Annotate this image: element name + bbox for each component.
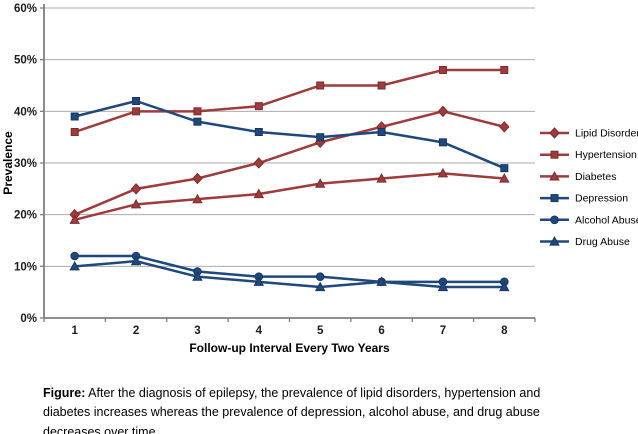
square-marker bbox=[132, 107, 141, 116]
diamond-marker bbox=[192, 172, 203, 185]
x-tick-label: 6 bbox=[378, 325, 384, 337]
series-alcohol-abuse bbox=[70, 251, 509, 287]
triangle-marker bbox=[549, 236, 560, 246]
legend-label: Drug Abuse bbox=[575, 236, 630, 248]
diamond-marker bbox=[499, 121, 510, 133]
chart-canvas: 0% 10% 20% 30% 40% 50% 60% 1 2 3 4 5 6 7 8 Follow-up In… bbox=[1, 3, 638, 355]
triangle-marker bbox=[192, 271, 203, 281]
diamond-marker bbox=[130, 183, 142, 195]
series-line-depression bbox=[74, 99, 505, 170]
square-marker bbox=[500, 66, 509, 74]
series-lipid-disorders bbox=[69, 105, 510, 221]
y-axis-title: Prevalence bbox=[1, 131, 15, 195]
legend-item-lipid-disorders: Lipid Disorders bbox=[540, 127, 638, 140]
legend-label: Lipid Disorders bbox=[575, 128, 638, 140]
triangle-marker bbox=[314, 281, 326, 292]
x-tick-label: 7 bbox=[440, 325, 446, 337]
y-tick-label: 30% bbox=[14, 158, 37, 170]
x-tick-label: 8 bbox=[501, 325, 508, 337]
legend-item-drug-abuse: Drug Abuse bbox=[540, 236, 630, 248]
x-axis-title: Follow-up Interval Every Two Years bbox=[189, 341, 390, 355]
gridlines bbox=[44, 7, 535, 267]
y-tick-label: 20% bbox=[14, 210, 37, 222]
triangle-marker bbox=[69, 260, 80, 271]
triangle-marker bbox=[549, 170, 560, 181]
legend-label: Hypertension bbox=[575, 149, 637, 161]
triangle-marker bbox=[69, 214, 80, 224]
square-marker bbox=[438, 138, 447, 147]
square-marker bbox=[316, 81, 325, 90]
x-tick-label: 5 bbox=[317, 325, 324, 337]
circle-marker bbox=[315, 272, 325, 281]
triangle-marker bbox=[253, 188, 265, 199]
legend-label: Depression bbox=[575, 193, 628, 205]
triangle-marker bbox=[130, 198, 142, 209]
x-tick-label: 3 bbox=[194, 325, 200, 337]
triangle-marker bbox=[437, 281, 449, 292]
circle-marker bbox=[550, 215, 559, 225]
x-tick-label: 4 bbox=[256, 325, 263, 337]
triangle-marker bbox=[499, 281, 510, 292]
square-marker bbox=[438, 66, 447, 74]
square-marker bbox=[550, 194, 559, 203]
series-line-diabetes bbox=[74, 172, 505, 222]
square-marker bbox=[193, 117, 202, 126]
y-tick-label: 60% bbox=[14, 3, 37, 15]
triangle-marker bbox=[314, 178, 326, 188]
triangle-marker bbox=[376, 276, 387, 286]
y-tick-label: 0% bbox=[20, 313, 37, 325]
series-line-drug-abuse bbox=[74, 259, 505, 289]
y-axis-ticks: 0% 10% 20% 30% 40% 50% 60% bbox=[14, 3, 44, 325]
y-tick-label: 50% bbox=[14, 55, 37, 67]
legend-item-hypertension: Hypertension bbox=[540, 149, 637, 161]
prevalence-line-chart: 0% 10% 20% 30% 40% 50% 60% 1 2 3 4 5 6 7 8 Follow-up In… bbox=[1, 3, 638, 355]
square-marker bbox=[132, 97, 141, 105]
diamond-marker bbox=[549, 127, 560, 139]
square-marker bbox=[193, 107, 202, 116]
figure-caption: Figure: After the diagnosis of epilepsy,… bbox=[43, 384, 568, 434]
diamond-marker bbox=[253, 157, 265, 169]
legend-label: Alcohol Abuse bbox=[575, 214, 638, 226]
square-marker bbox=[550, 150, 559, 159]
triangle-marker bbox=[499, 173, 510, 183]
legend: Lipid Disorders Hypertension Diabetes Depre… bbox=[540, 127, 638, 248]
legend-label: Diabetes bbox=[575, 171, 616, 183]
square-marker bbox=[500, 164, 509, 173]
square-marker bbox=[70, 128, 79, 136]
x-axis-ticks: 1 2 3 4 5 6 7 8 bbox=[43, 318, 536, 337]
series-hypertension bbox=[70, 66, 509, 136]
series-line-lipid-disorders bbox=[74, 110, 505, 216]
square-marker bbox=[377, 128, 386, 136]
square-marker bbox=[377, 81, 386, 90]
triangle-marker bbox=[130, 255, 142, 266]
x-tick-label: 2 bbox=[133, 325, 139, 337]
square-marker bbox=[254, 128, 263, 136]
x-tick-label: 1 bbox=[71, 325, 78, 337]
caption-prefix: Figure: bbox=[43, 386, 86, 400]
triangle-marker bbox=[192, 193, 203, 204]
legend-item-depression: Depression bbox=[540, 193, 628, 205]
triangle-marker bbox=[376, 173, 387, 183]
legend-item-diabetes: Diabetes bbox=[540, 171, 616, 183]
y-tick-label: 40% bbox=[14, 106, 37, 118]
series-depression bbox=[70, 97, 509, 173]
series-diabetes bbox=[69, 167, 510, 224]
legend-item-alcohol-abuse: Alcohol Abuse bbox=[540, 214, 638, 226]
series-drug-abuse bbox=[69, 255, 510, 292]
caption-text: After the diagnosis of epilepsy, the pre… bbox=[43, 386, 541, 434]
square-marker bbox=[316, 133, 325, 142]
y-tick-label: 10% bbox=[14, 261, 37, 273]
square-marker bbox=[70, 112, 79, 121]
triangle-marker bbox=[253, 276, 265, 286]
diamond-marker bbox=[437, 105, 449, 118]
triangle-marker bbox=[437, 167, 449, 178]
series-line-hypertension bbox=[74, 68, 505, 134]
series-line-alcohol-abuse bbox=[74, 254, 505, 284]
square-marker bbox=[254, 102, 263, 111]
circle-marker bbox=[70, 251, 79, 261]
